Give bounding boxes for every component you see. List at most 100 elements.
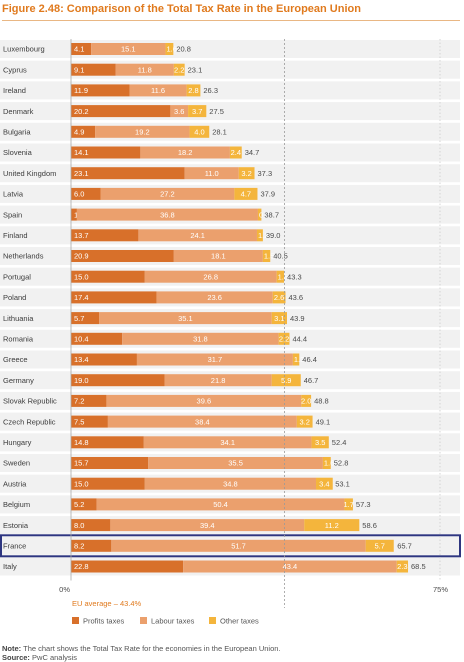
bar-labour-czech-republic (107, 415, 297, 428)
bar-other-latvia (234, 187, 258, 200)
title-divider (2, 20, 460, 21)
bar-other-greece (292, 353, 300, 366)
bar-other-romania (278, 332, 290, 345)
total-label-lithuania: 43.9 (290, 314, 305, 323)
value-label-other-austria: 3.4 (319, 479, 329, 488)
value-label-profits-france: 8.2 (74, 542, 84, 551)
value-label-other-romania: 2.2 (279, 335, 289, 344)
bar-profits-denmark (71, 105, 171, 118)
value-label-profits-hungary: 14.8 (74, 438, 89, 447)
bar-profits-estonia (71, 519, 111, 532)
x-tick-label-0: 0% (59, 585, 70, 594)
value-label-labour-lithuania: 35.1 (178, 314, 193, 323)
category-label-lithuania: Lithuania (3, 314, 34, 323)
value-label-other-cyprus: 2.2 (174, 65, 184, 74)
row-band-denmark (0, 102, 460, 121)
category-label-france: France (3, 542, 26, 551)
value-label-labour-latvia: 27.2 (160, 190, 175, 199)
bar-profits-romania (71, 332, 123, 345)
bar-labour-denmark (170, 105, 189, 118)
row-band-bulgaria (0, 122, 460, 141)
total-label-united-kingdom: 37.3 (258, 169, 273, 178)
value-label-labour-spain: 36.8 (160, 210, 175, 219)
value-label-other-hungary: 3.5 (315, 438, 325, 447)
value-label-profits-lithuania: 5.7 (74, 314, 84, 323)
bar-labour-austria (144, 477, 317, 490)
total-label-denmark: 27.5 (209, 107, 224, 116)
total-label-cyprus: 23.1 (188, 65, 203, 74)
bar-profits-spain (71, 208, 77, 221)
bar-other-netherlands (262, 250, 271, 262)
category-label-slovenia: Slovenia (3, 148, 33, 157)
value-label-profits-ireland: 11.9 (74, 86, 88, 95)
value-label-labour-belgium: 50.4 (213, 500, 228, 509)
total-label-portugal: 43.3 (287, 272, 302, 281)
value-label-other-germany: 5.9 (281, 376, 291, 385)
bar-other-slovenia (229, 146, 242, 159)
value-label-labour-austria: 34.8 (223, 479, 238, 488)
bar-other-united-kingdom (238, 167, 255, 180)
category-label-greece: Greece (3, 355, 28, 364)
value-label-labour-hungary: 34.1 (220, 438, 235, 447)
bar-labour-germany (164, 374, 272, 387)
bar-labour-netherlands (173, 250, 263, 262)
bar-other-germany (271, 374, 301, 387)
bar-profits-finland (71, 229, 139, 242)
category-label-cyprus: Cyprus (3, 65, 27, 74)
category-label-latvia: Latvia (3, 190, 24, 199)
value-label-other-bulgaria: 4.0 (194, 128, 204, 137)
bar-profits-netherlands (71, 250, 174, 262)
bar-profits-italy (71, 560, 184, 573)
value-label-other-greece: 1.3 (294, 355, 304, 364)
total-label-slovak-republic: 48.8 (314, 397, 329, 406)
row-band-luxembourg (0, 40, 460, 58)
bar-profits-belgium (71, 498, 97, 511)
value-label-other-slovak-republic: 2.0 (301, 397, 311, 406)
bar-profits-ireland (71, 84, 130, 97)
value-label-labour-estonia: 39.4 (200, 521, 215, 530)
value-label-labour-ireland: 11.6 (151, 86, 165, 95)
value-label-other-lithuania: 3.1 (274, 314, 284, 323)
total-label-austria: 53.1 (335, 479, 350, 488)
bar-profits-cyprus (71, 63, 116, 76)
source-label: Source: (2, 653, 30, 662)
bar-profits-czech-republic (71, 415, 108, 428)
total-label-poland: 43.6 (289, 293, 304, 302)
bar-other-luxembourg (165, 43, 174, 55)
bar-profits-slovenia (71, 146, 141, 159)
legend-swatch-other (209, 617, 216, 624)
category-label-united-kingdom: United Kingdom (3, 169, 56, 178)
total-label-netherlands: 40.5 (273, 252, 288, 261)
total-label-hungary: 52.4 (332, 438, 347, 447)
x-tick-label-75: 75% (433, 585, 448, 594)
bar-labour-poland (156, 291, 273, 304)
value-label-other-united-kingdom: 3.2 (241, 169, 251, 178)
value-label-profits-austria: 15.0 (74, 479, 89, 488)
value-label-labour-bulgaria: 19.2 (135, 128, 150, 137)
bar-labour-estonia (110, 519, 305, 532)
value-label-profits-denmark: 20.2 (74, 107, 89, 116)
value-label-labour-netherlands: 18.1 (211, 252, 226, 261)
bar-other-estonia (304, 519, 360, 532)
value-label-labour-cyprus: 11.8 (138, 65, 152, 74)
bar-profits-poland (71, 291, 157, 304)
bar-labour-cyprus (115, 63, 174, 76)
value-label-other-ireland: 2.8 (188, 86, 198, 95)
total-label-finland: 39.0 (266, 231, 281, 240)
bar-labour-bulgaria (95, 125, 190, 138)
category-label-ireland: Ireland (3, 86, 26, 95)
bar-profits-portugal (71, 270, 145, 283)
note-text: The chart shows the Total Tax Rate for t… (23, 644, 281, 653)
bar-labour-latvia (100, 187, 235, 200)
bar-profits-slovak-republic (71, 394, 107, 407)
value-label-profits-germany: 19.0 (74, 376, 89, 385)
total-label-bulgaria: 28.1 (212, 128, 227, 137)
value-label-labour-greece: 31.7 (208, 355, 223, 364)
bar-labour-slovenia (140, 146, 230, 159)
category-label-bulgaria: Bulgaria (3, 128, 31, 137)
value-label-other-luxembourg: 1.6 (166, 45, 176, 54)
category-label-netherlands: Netherlands (3, 252, 44, 261)
legend-swatch-labour (140, 617, 147, 624)
bar-labour-united-kingdom (184, 167, 239, 180)
